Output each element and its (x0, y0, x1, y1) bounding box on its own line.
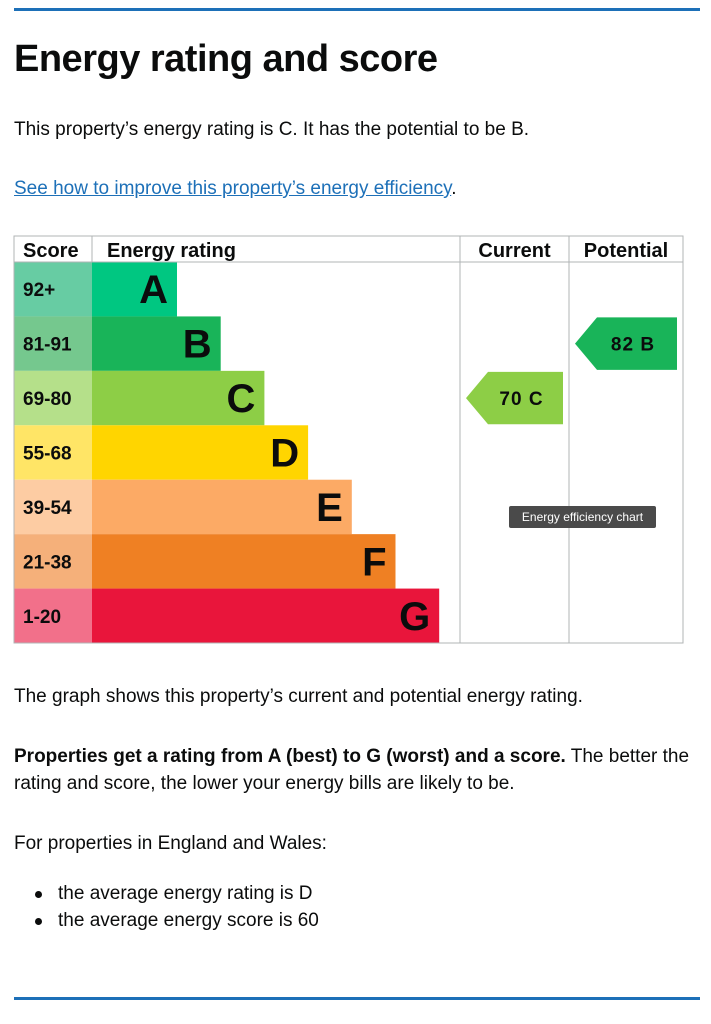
current-rating-arrow (466, 371, 563, 425)
improve-link-paragraph: See how to improve this property’s energ… (14, 175, 694, 202)
rating-bar-e (92, 479, 352, 535)
score-label-c: 69-80 (23, 389, 72, 410)
england-wales-intro: For properties in England and Wales: (14, 833, 327, 854)
bottom-rule (14, 997, 700, 1000)
top-rule (14, 8, 700, 11)
score-cell-f (14, 534, 92, 589)
rating-explanation: Properties get a rating from A (best) to… (14, 743, 694, 797)
rating-bar-d (92, 425, 309, 480)
header-current: Current (478, 240, 551, 262)
rating-letter-c: C (227, 377, 256, 421)
graph-description: The graph shows this property’s current … (14, 686, 583, 707)
average-rating-item: the average energy rating is D (14, 880, 319, 907)
score-cell-g (14, 588, 92, 643)
rating-bar-c (92, 370, 265, 426)
score-cell-c (14, 370, 92, 426)
page-title: Energy rating and score (14, 38, 438, 80)
link-suffix: . (451, 178, 457, 199)
rating-letter-g: G (399, 595, 430, 639)
potential-rating-label: 82 B (611, 335, 655, 356)
score-label-a: 92+ (23, 280, 55, 301)
rating-explanation-rest: The better the rating and score, the low… (14, 746, 690, 794)
rating-summary: This property’s energy rating is C. It h… (14, 119, 530, 140)
current-rating-label: 70 C (499, 389, 543, 410)
improve-efficiency-link[interactable]: See how to improve this property’s energ… (14, 178, 452, 199)
chart-tooltip: Energy efficiency chart (509, 506, 656, 528)
chart-border (13, 235, 684, 644)
score-label-f: 21-38 (23, 552, 72, 573)
rating-explanation-bold: Properties get a rating from A (best) to… (14, 746, 566, 767)
header-score: Score (23, 240, 79, 262)
rating-letter-d: D (270, 432, 299, 476)
energy-efficiency-chart: 92+ A 81-91 B 69-80 C 55-68 D 39-54 E 21-38 F 1-20 G S… (13, 235, 684, 644)
rating-letter-a: A (139, 268, 168, 312)
rating-bar-b (92, 316, 221, 371)
rating-letter-b: B (183, 323, 212, 367)
header-energy-rating: Energy rating (107, 240, 236, 262)
rating-bar-f (92, 534, 396, 589)
score-cell-d (14, 425, 92, 480)
score-label-d: 55-68 (23, 444, 72, 465)
rating-bar-a (92, 262, 177, 317)
score-label-b: 81-91 (23, 335, 72, 356)
rating-letter-e: E (316, 486, 343, 530)
score-cell-e (14, 479, 92, 535)
averages-list: the average energy rating is D the avera… (14, 880, 319, 934)
potential-rating-arrow (575, 317, 677, 370)
score-cell-b (14, 316, 92, 371)
rating-bar-g (92, 588, 440, 643)
average-score-item: the average energy score is 60 (14, 907, 319, 934)
header-potential: Potential (584, 240, 668, 262)
rating-letter-f: F (362, 540, 386, 584)
score-cell-a (14, 262, 92, 317)
score-label-g: 1-20 (23, 607, 61, 628)
score-label-e: 39-54 (23, 498, 72, 519)
